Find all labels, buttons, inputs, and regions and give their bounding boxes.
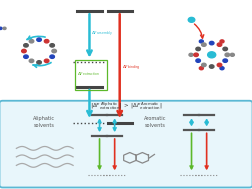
Circle shape: [223, 47, 228, 51]
Circle shape: [199, 40, 203, 43]
Text: Aromatic
solvents: Aromatic solvents: [144, 116, 166, 128]
Circle shape: [208, 52, 216, 58]
Circle shape: [217, 43, 222, 46]
Circle shape: [199, 67, 203, 70]
Circle shape: [230, 53, 234, 56]
FancyBboxPatch shape: [0, 0, 252, 103]
Circle shape: [44, 59, 49, 63]
Circle shape: [217, 63, 222, 67]
Circle shape: [50, 55, 54, 58]
FancyBboxPatch shape: [0, 101, 252, 187]
Circle shape: [24, 44, 28, 47]
Circle shape: [223, 59, 228, 62]
Circle shape: [0, 27, 2, 29]
Text: Aliphatic
solvents: Aliphatic solvents: [33, 116, 55, 128]
Circle shape: [202, 43, 206, 46]
Circle shape: [220, 40, 224, 43]
Circle shape: [225, 53, 230, 57]
Text: $\Delta F_{\mathrm{assembly}}$: $\Delta F_{\mathrm{assembly}}$: [91, 29, 113, 38]
Circle shape: [50, 44, 54, 47]
Circle shape: [194, 53, 198, 57]
Circle shape: [24, 55, 28, 58]
Circle shape: [29, 40, 34, 43]
Circle shape: [52, 49, 56, 53]
Circle shape: [209, 65, 214, 68]
Circle shape: [196, 59, 200, 62]
Circle shape: [22, 49, 26, 53]
Text: $\Delta F_{\mathrm{binding}}$: $\Delta F_{\mathrm{binding}}$: [122, 63, 140, 72]
Circle shape: [44, 40, 49, 43]
Circle shape: [189, 53, 193, 56]
Circle shape: [29, 59, 34, 63]
Circle shape: [202, 63, 206, 67]
Circle shape: [209, 41, 214, 45]
Text: $\left|\Delta F^{\,\mathrm{Aliphatic}}_{\mathrm{extraction}}\right|\;>\;\left|\D: $\left|\Delta F^{\,\mathrm{Aliphatic}}_{…: [90, 101, 162, 112]
Text: $\Delta F_{\mathrm{extraction}}$: $\Delta F_{\mathrm{extraction}}$: [77, 71, 100, 78]
Circle shape: [37, 61, 41, 64]
Circle shape: [220, 67, 224, 70]
Circle shape: [196, 47, 200, 51]
Circle shape: [3, 27, 6, 29]
Circle shape: [188, 17, 195, 22]
Circle shape: [37, 38, 41, 41]
